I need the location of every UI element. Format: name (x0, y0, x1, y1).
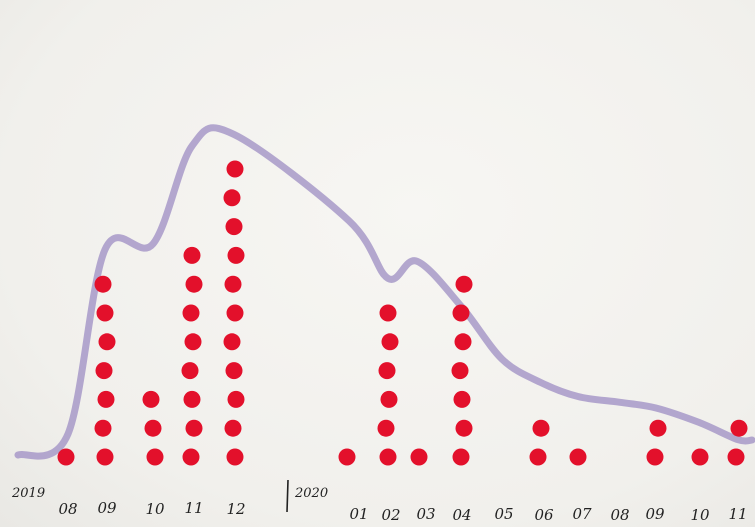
year-label-2019: 2019 (11, 486, 45, 501)
x-tick-labels: 08 09 10 11 12 01 02 03 04 05 06 07 08 09 10 11 (58, 499, 747, 524)
data-dot (183, 390, 201, 408)
dot-column-1 (94, 275, 116, 466)
trend-curve-layer (14, 124, 755, 460)
data-dot (691, 448, 709, 466)
data-dot (97, 390, 115, 408)
dot-column-10 (529, 419, 550, 466)
dot-column-13 (646, 419, 667, 466)
dot-column-3 (181, 246, 203, 466)
data-dot (532, 419, 550, 437)
dot-column-14 (691, 448, 709, 466)
data-dot (185, 419, 203, 437)
data-dot (185, 275, 203, 293)
data-dot (410, 448, 428, 466)
data-dot (181, 362, 199, 380)
data-dot (453, 390, 471, 408)
trend-curve (14, 124, 755, 460)
data-dot (223, 333, 241, 351)
x-tick-label: 08 (58, 500, 77, 518)
x-tick-label: 06 (534, 506, 554, 524)
x-tick-label: 07 (572, 505, 592, 523)
data-dot (455, 275, 473, 293)
data-dot (379, 304, 397, 322)
data-dot (226, 448, 244, 466)
data-dot (224, 419, 242, 437)
x-tick-label: 09 (97, 499, 117, 517)
dot-column-11 (569, 448, 587, 466)
dot-column-4 (223, 160, 245, 466)
data-dot (95, 362, 113, 380)
x-tick-label: 03 (416, 505, 435, 523)
data-dot (380, 390, 398, 408)
data-dot (182, 448, 200, 466)
x-tick-label: 11 (184, 499, 203, 517)
dot-column-5 (338, 448, 356, 466)
dot-column-15 (727, 419, 748, 466)
dot-column-2 (142, 390, 164, 466)
x-tick-label: 11 (728, 505, 747, 523)
dot-column-6 (377, 304, 399, 466)
dot-column-0 (57, 448, 75, 466)
x-tick-label: 02 (381, 506, 400, 524)
data-dot (727, 448, 745, 466)
dot-column-8 (451, 275, 473, 466)
x-tick-label: 05 (494, 505, 513, 523)
data-dot (455, 419, 473, 437)
x-tick-label: 10 (145, 500, 165, 518)
data-dot (378, 362, 396, 380)
data-dot (377, 419, 395, 437)
x-tick-label: 08 (610, 506, 629, 524)
data-dot (57, 448, 75, 466)
data-dot (184, 333, 202, 351)
data-dot (225, 218, 243, 236)
x-tick-label: 10 (690, 506, 710, 524)
data-dot (730, 419, 748, 437)
data-dot (224, 275, 242, 293)
data-dot (529, 448, 547, 466)
year-label-2020: 2020 (294, 486, 328, 501)
data-dot (338, 448, 356, 466)
data-dot (225, 362, 243, 380)
data-dot (227, 246, 245, 264)
x-tick-label: 09 (645, 505, 665, 523)
x-tick-label: 04 (452, 506, 471, 524)
data-dot (94, 419, 112, 437)
data-dot (452, 304, 470, 322)
data-dot (227, 390, 245, 408)
data-dot (452, 448, 470, 466)
data-dot (226, 304, 244, 322)
dot-layer (57, 160, 748, 466)
data-dot (98, 333, 116, 351)
data-dot (223, 189, 241, 207)
data-dot (646, 448, 664, 466)
data-dot (96, 304, 114, 322)
data-dot (183, 246, 201, 264)
data-dot (226, 160, 244, 178)
year-divider (286, 479, 289, 513)
data-dot (142, 390, 160, 408)
data-dot (144, 419, 162, 437)
data-dot (379, 448, 397, 466)
x-tick-label: 12 (226, 500, 245, 518)
data-dot (146, 448, 164, 466)
data-dot (381, 333, 399, 351)
data-dot (649, 419, 667, 437)
data-dot (454, 333, 472, 351)
data-dot (94, 275, 112, 293)
data-dot (182, 304, 200, 322)
data-dot (569, 448, 587, 466)
data-dot (96, 448, 114, 466)
data-dot (451, 362, 469, 380)
x-tick-label: 01 (349, 505, 368, 523)
dot-column-7 (410, 448, 428, 466)
